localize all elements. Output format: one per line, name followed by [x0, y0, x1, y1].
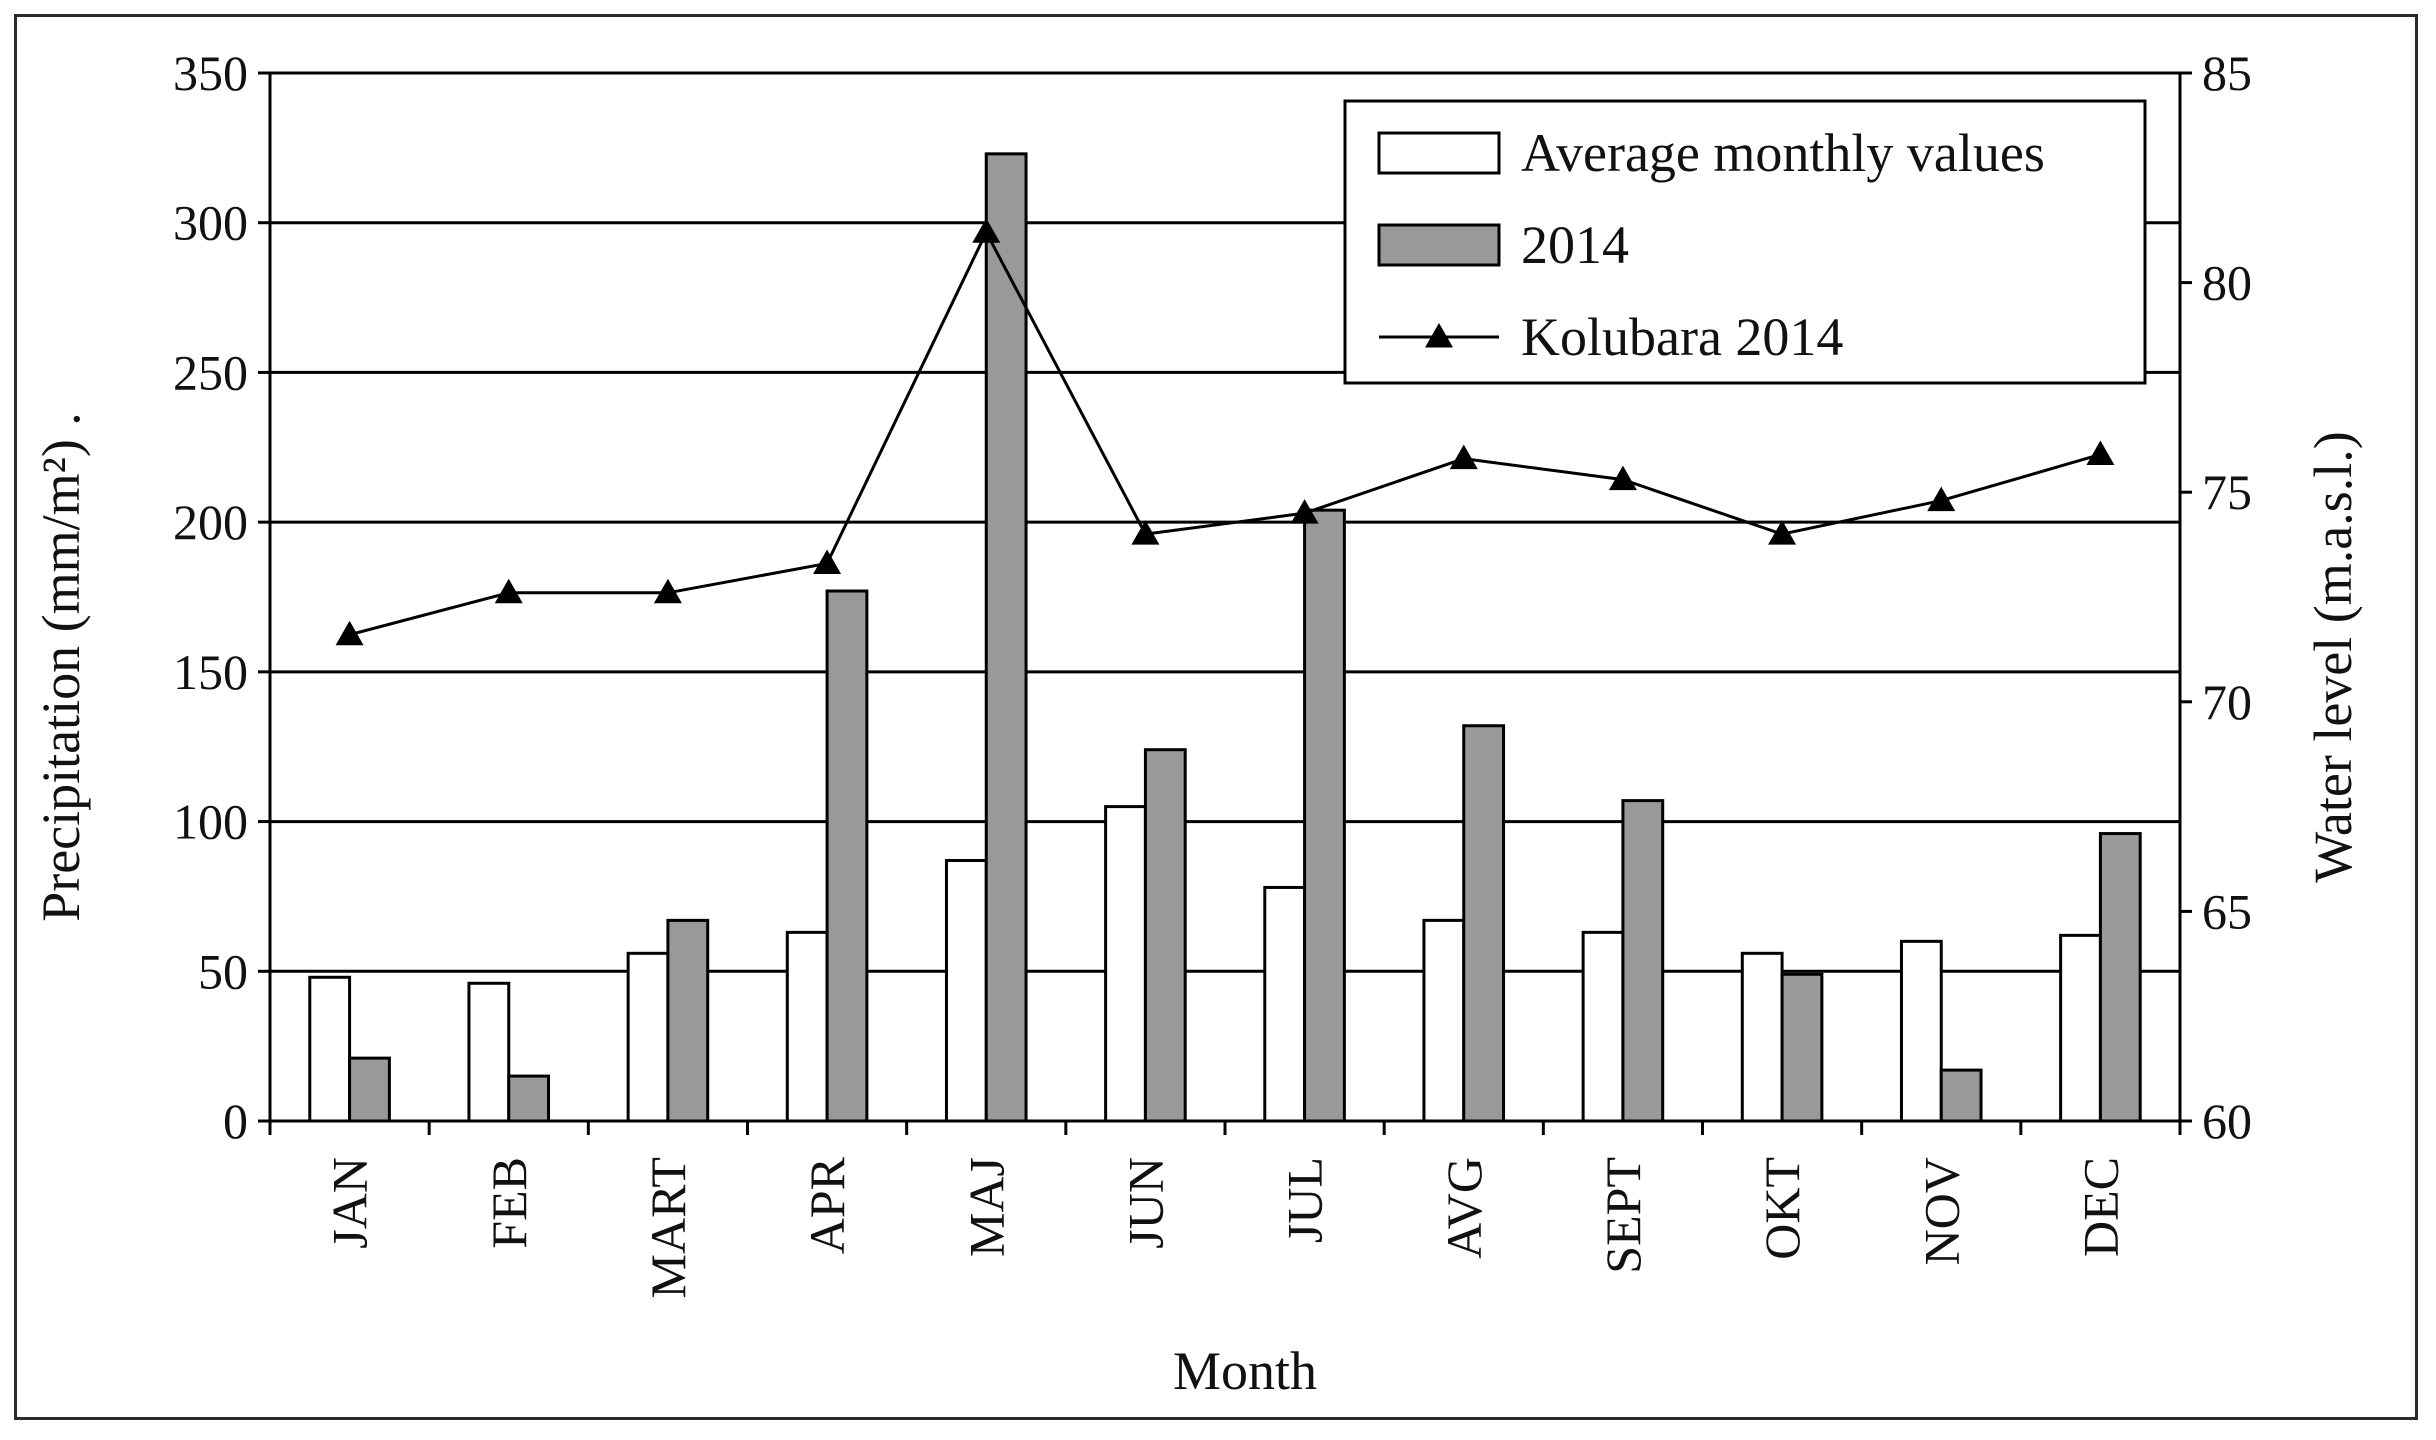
y-left-tick-label-350: 350 [173, 45, 248, 101]
bar-average-monthly-values-dec [2059, 933, 2102, 1123]
legend-label-2014: 2014 [1521, 215, 1629, 275]
x-tick-label-nov: NOV [1913, 1157, 1969, 1265]
bar-average-monthly-values-avg [1422, 918, 1466, 1123]
bar-2014-sept [1621, 799, 1665, 1123]
axes [258, 71, 2192, 1135]
y-right-tick-label-70: 70 [2202, 674, 2252, 730]
y-left-axis-title: Precipitation (mm/m²) . [31, 412, 91, 922]
y-right-tick-label-65: 65 [2202, 883, 2252, 939]
y-left-tick-label-250: 250 [173, 344, 248, 400]
chart-frame: 0 50 100 150 200 250 300 350 60 65 70 75 80 85 JAN FEB M… [14, 14, 2418, 1420]
bar-average-monthly-values-okt [1740, 951, 1784, 1123]
bar-average-monthly-values-jun [1104, 805, 1147, 1123]
marker-kolubara-2014-jun [1131, 520, 1160, 545]
marker-kolubara-2014-avg [1449, 444, 1478, 470]
y-left-tick-label-300: 300 [173, 195, 248, 251]
x-tick-label-sept: SEPT [1595, 1157, 1651, 1274]
bar-average-monthly-values-mart [626, 951, 670, 1123]
x-tick-label-mart: MART [640, 1157, 696, 1298]
grid-lines [270, 71, 2180, 973]
marker-kolubara-2014-jul [1290, 499, 1319, 524]
y-left-tick-label-50: 50 [198, 943, 248, 999]
x-axis-title: Month [1173, 1341, 1317, 1401]
x-tick-label-avg: AVG [1436, 1157, 1492, 1259]
bar-2014-maj [984, 152, 1028, 1123]
marker-kolubara-2014-mart [653, 578, 682, 604]
marker-kolubara-2014-sept [1608, 465, 1637, 491]
x-tick-label-apr: APR [799, 1156, 855, 1254]
legend: Average monthly values 2014 Kolubara 2014 [1343, 99, 2147, 385]
marker-kolubara-2014-maj [972, 218, 1001, 243]
marker-kolubara-2014-jan [335, 620, 364, 646]
y-left-tick-label-150: 150 [173, 644, 248, 700]
bar-2014-avg [1462, 724, 1506, 1123]
y-right-tick-label-75: 75 [2202, 464, 2252, 520]
x-tick-label-feb: FEB [481, 1157, 537, 1249]
legend-swatch-2014 [1377, 223, 1501, 267]
bar-average-monthly-values-apr [785, 930, 829, 1123]
bar-2014-mart [666, 918, 710, 1123]
y-left-tick-label-0: 0 [223, 1093, 248, 1149]
bar-average-monthly-values-feb [467, 981, 511, 1123]
y-right-axis-title: Water level (m.a.s.l.) [2303, 431, 2363, 882]
marker-kolubara-2014-nov [1927, 486, 1956, 512]
bar-average-monthly-values-sept [1581, 930, 1625, 1123]
x-tick-label-jan: JAN [322, 1157, 378, 1249]
y-right-tick-label-80: 80 [2202, 255, 2252, 311]
bar-2014-feb [507, 1074, 551, 1123]
y-right-tick-label-60: 60 [2202, 1093, 2252, 1149]
bars [308, 152, 2142, 1123]
x-tick-label-jul: JUL [1277, 1157, 1333, 1243]
marker-kolubara-2014-okt [1768, 520, 1797, 545]
bar-2014-okt [1780, 972, 1824, 1123]
bar-average-monthly-values-nov [1899, 939, 1943, 1123]
x-tick-label-jun: JUN [1117, 1157, 1173, 1249]
legend-swatch-average-monthly-values [1377, 131, 1501, 175]
marker-kolubara-2014-apr [813, 549, 842, 574]
bar-average-monthly-values-jan [308, 975, 352, 1123]
x-tick-label-dec: DEC [2072, 1157, 2128, 1257]
legend-marker-kolubara-2014 [1425, 323, 1453, 348]
y-left-tick-label-100: 100 [173, 794, 248, 850]
marker-kolubara-2014-feb [494, 578, 523, 604]
axis-labels: 0 50 100 150 200 250 300 350 60 65 70 75 80 85 JAN FEB M… [31, 45, 2363, 1401]
bar-average-monthly-values-maj [944, 858, 988, 1123]
bar-2014-nov [1939, 1068, 1983, 1123]
y-right-tick-label-85: 85 [2202, 45, 2252, 101]
marker-kolubara-2014-dec [2086, 440, 2115, 465]
legend-label-average-monthly-values: Average monthly values [1521, 123, 2045, 183]
line-kolubara-2014 [349, 228, 2101, 637]
x-tick-label-okt: OKT [1754, 1157, 1810, 1260]
bar-2014-dec [2098, 832, 2142, 1123]
x-tick-label-maj: MAJ [958, 1157, 1014, 1257]
bar-2014-jan [348, 1056, 391, 1123]
y-left-tick-label-200: 200 [173, 494, 248, 550]
bar-2014-apr [825, 589, 869, 1123]
water-level-line [335, 218, 2115, 646]
precipitation-water-level-chart: 0 50 100 150 200 250 300 350 60 65 70 75 80 85 JAN FEB M… [31, 45, 2363, 1401]
bar-average-monthly-values-jul [1263, 885, 1307, 1123]
legend-label-kolubara-2014: Kolubara 2014 [1521, 307, 1843, 367]
bar-2014-jul [1303, 508, 1346, 1123]
bar-2014-jun [1143, 748, 1187, 1123]
